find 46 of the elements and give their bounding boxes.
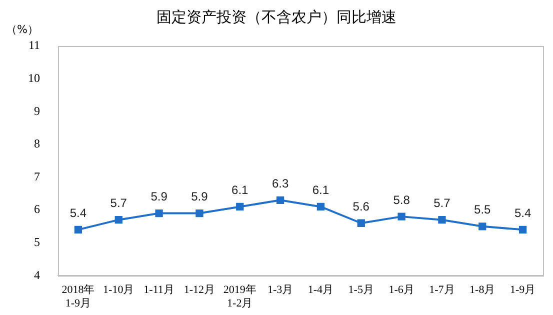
y-tick-label: 8 [34, 136, 40, 151]
y-tick-label: 4 [34, 268, 40, 282]
data-label: 6.3 [272, 176, 289, 190]
chart-title: 固定资产投资（不含农户）同比增速 [156, 8, 396, 26]
point [114, 216, 122, 224]
y-tick-label: 10 [28, 70, 40, 85]
x-tick-label: 1-10月 [103, 284, 134, 296]
data-label: 5.9 [150, 190, 168, 204]
data-label: 5.6 [352, 199, 370, 214]
data-label: 5.5 [474, 202, 492, 217]
point [357, 219, 365, 227]
y-tick-label: 9 [34, 104, 40, 118]
data-label: 5.7 [110, 196, 128, 210]
point [74, 226, 82, 234]
y-tick-label: 11 [28, 38, 40, 52]
data-label: 5.8 [393, 192, 410, 207]
point [518, 226, 527, 234]
y-axis-title: （%） [6, 22, 38, 37]
y-tick-label: 7 [34, 169, 40, 184]
point [478, 222, 486, 230]
point [316, 202, 325, 211]
x-tick-label: 1-8月 [470, 284, 496, 296]
y-tick-label: 5 [34, 234, 40, 249]
point [438, 216, 446, 224]
x-tick-label: 1-9月 [510, 284, 536, 296]
x-tick-label: 1-6月 [388, 284, 414, 296]
x-tick-label: 1-5月 [348, 284, 374, 296]
x-tick-label: 2018年 1-9月 [62, 284, 95, 310]
x-tick-label: 1-4月 [308, 284, 334, 296]
point [196, 209, 204, 218]
x-tick-label: 1-3月 [267, 284, 294, 296]
data-label: 5.4 [514, 206, 532, 220]
x-tick-label: 2019年 1-2月 [223, 284, 256, 310]
data-label: 5.9 [191, 190, 208, 204]
point [276, 196, 284, 204]
data-label: 6.1 [232, 183, 249, 198]
data-label: 6.1 [312, 183, 330, 198]
x-tick-label: 1-12月 [184, 284, 216, 296]
data-label: 5.4 [70, 206, 87, 220]
point [398, 212, 406, 220]
y-tick-label: 6 [34, 202, 40, 216]
point [155, 209, 163, 218]
x-tick-label: 1-7月 [429, 284, 455, 296]
data-label: 5.7 [434, 196, 451, 210]
x-tick-label: 1-11月 [144, 284, 174, 296]
point [236, 202, 244, 211]
